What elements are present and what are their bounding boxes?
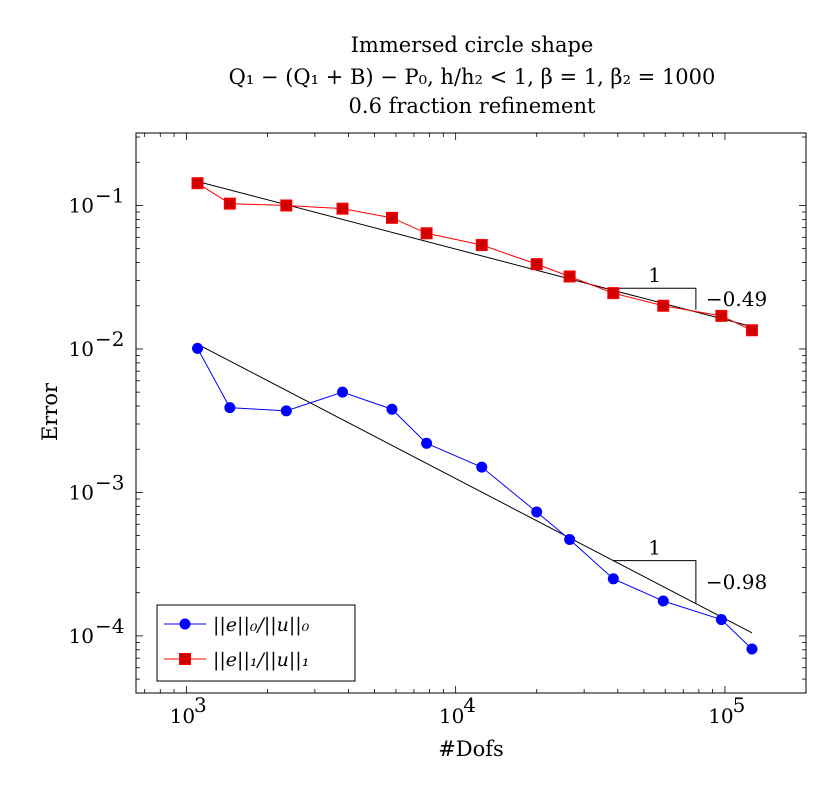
data-point-red: [336, 202, 349, 215]
data-point-red: [657, 299, 670, 312]
x-tick-label: 10: [170, 704, 195, 728]
data-point-red: [191, 177, 204, 190]
y-tick-label-exp: −3: [95, 470, 124, 494]
slope-triangle-1: [613, 560, 697, 604]
legend-marker-circle: [179, 618, 191, 630]
chart-subtitle-line3: 0.6 fraction refinement: [349, 94, 596, 118]
x-tick-label-exp: 4: [463, 693, 476, 717]
data-point-blue: [564, 533, 576, 545]
data-point-red: [715, 309, 728, 322]
data-point-red: [385, 211, 398, 224]
data-point-blue: [657, 595, 669, 607]
data-point-blue: [337, 386, 349, 398]
series-line-0: [197, 348, 753, 650]
data-point-blue: [607, 573, 619, 585]
data-point-red: [420, 227, 433, 240]
data-point-blue: [280, 405, 292, 417]
x-tick-label-exp: 5: [733, 693, 746, 717]
x-tick-label: 10: [708, 704, 733, 728]
slope-value-label: −0.49: [706, 287, 767, 311]
data-point-red: [607, 287, 620, 300]
fit-lines-layer: [197, 180, 753, 634]
y-tick-label: 10: [69, 193, 94, 217]
y-tick-label-exp: −4: [95, 614, 124, 638]
data-point-blue: [715, 614, 727, 626]
data-point-blue: [531, 506, 543, 518]
legend: ||e||₀/||u||₀ ||e||₁/||u||₁: [156, 604, 356, 682]
data-point-blue: [224, 402, 236, 414]
slope-value-label: −0.98: [706, 570, 767, 594]
y-axis-label: Error: [38, 382, 62, 441]
y-tick-label: 10: [69, 624, 94, 648]
slope-triangles-layer: 1 −0.49 1 −0.98: [613, 263, 767, 604]
chart-title: Immersed circle shape: [351, 33, 594, 57]
slope-run-label: 1: [648, 536, 661, 560]
data-point-blue: [192, 342, 204, 354]
data-point-red: [530, 258, 543, 271]
legend-label-0: ||e||₀/||u||₀: [213, 614, 310, 636]
data-point-blue: [386, 403, 398, 415]
data-point-red: [475, 239, 488, 252]
legend-label-1: ||e||₁/||u||₁: [213, 649, 309, 671]
data-point-blue: [421, 437, 433, 449]
legend-marker-square: [179, 653, 191, 665]
slope-triangle-0: [613, 287, 697, 310]
x-axis-label: #Dofs: [438, 737, 504, 761]
data-point-blue: [746, 643, 758, 655]
slope-run-label: 1: [648, 263, 661, 287]
plot-frame: [135, 132, 807, 694]
y-tick-label: 10: [69, 337, 94, 361]
chart-subtitle: Q₁ − (Q₁ + B) − P₀, h/h₂ < 1, β = 1, β₂ …: [229, 65, 716, 89]
series-layer: [191, 177, 758, 655]
data-point-red: [563, 270, 576, 283]
y-tick-label-exp: −1: [95, 183, 124, 207]
legend-box: [156, 604, 356, 682]
data-point-red: [223, 197, 236, 210]
data-point-red: [280, 199, 293, 212]
x-tick-label-exp: 3: [194, 693, 207, 717]
y-tick-label: 10: [69, 480, 94, 504]
y-tick-label-exp: −2: [95, 327, 124, 351]
data-point-blue: [476, 461, 488, 473]
fit-line-1: [197, 343, 753, 634]
x-tick-label: 10: [439, 704, 464, 728]
data-point-red: [745, 324, 758, 337]
